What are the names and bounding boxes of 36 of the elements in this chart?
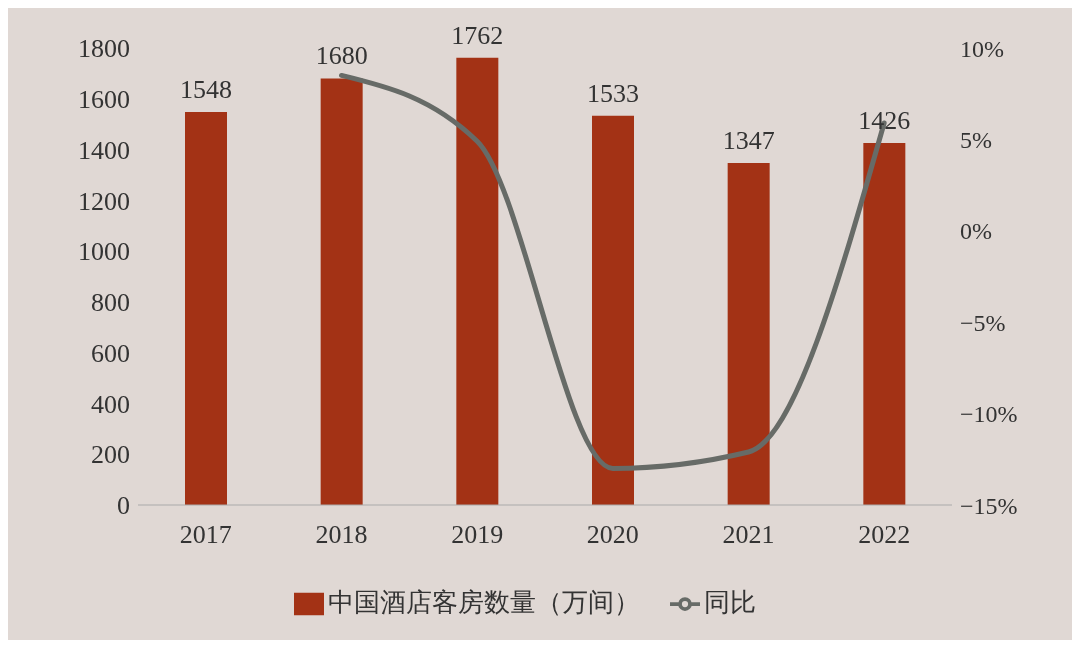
y-tick-label: 1200 <box>78 186 130 216</box>
x-tick-label: 2020 <box>586 520 639 550</box>
y-tick-label: 600 <box>91 338 130 368</box>
x-tick-label: 2018 <box>315 520 368 550</box>
data-label: 1533 <box>587 78 639 108</box>
y-tick-label: 200 <box>91 440 130 470</box>
y-tick-label: 800 <box>91 288 130 318</box>
x-tick-label: 2017 <box>179 520 232 550</box>
y2-tick-label: −5% <box>960 309 1006 336</box>
y-tick-label: 1400 <box>78 135 130 165</box>
bar <box>592 115 634 505</box>
y2-tick-label: −15% <box>960 492 1018 519</box>
data-label: 1548 <box>180 74 232 104</box>
y-tick-label: 1800 <box>78 34 130 64</box>
y-tick-label: 400 <box>91 389 130 419</box>
data-label: 1426 <box>858 105 911 135</box>
bar <box>185 111 227 505</box>
legend-label: 同比 <box>704 587 756 617</box>
legend-label: 中国酒店客房数量（万间） <box>328 587 640 617</box>
data-label: 1762 <box>451 20 504 50</box>
x-tick-label: 2019 <box>451 520 504 550</box>
bar <box>456 57 499 505</box>
y-tick-label: 1600 <box>78 85 130 115</box>
y-tick-label: 0 <box>117 491 130 521</box>
bar <box>863 142 906 505</box>
y2-tick-label: 10% <box>960 35 1004 62</box>
x-tick-label: 2022 <box>858 520 911 550</box>
bar <box>320 78 363 505</box>
x-tick-label: 2021 <box>722 520 775 550</box>
y2-tick-label: 0% <box>960 218 992 245</box>
y-tick-label: 1000 <box>78 237 130 267</box>
y2-tick-label: −10% <box>960 401 1018 428</box>
data-label: 1680 <box>315 41 368 71</box>
data-label: 1347 <box>722 126 775 156</box>
y2-tick-label: 5% <box>960 126 992 153</box>
bar <box>727 163 770 505</box>
